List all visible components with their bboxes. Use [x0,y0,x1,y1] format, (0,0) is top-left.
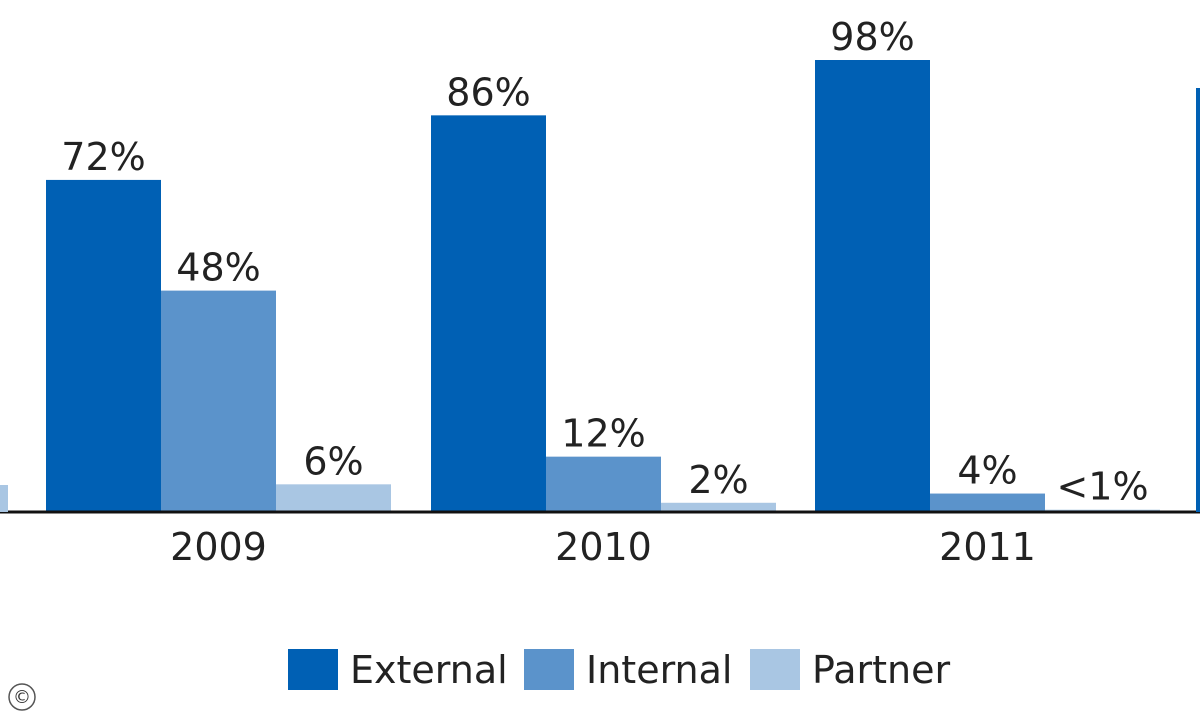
data-label-partner-2010: 2% [688,458,748,502]
legend-swatch-partner [750,649,800,690]
cropped-edge-bar-right [1196,88,1200,512]
bar-partner-2009 [276,484,391,512]
bar-partner-2010 [661,502,776,512]
x-tick-labels-group: 2009 2010 2011 [170,525,1036,569]
bar-external-2010 [431,115,546,513]
legend-swatch-internal [524,649,574,690]
data-label-external-2009: 72% [61,135,145,179]
data-label-external-2011: 98% [830,15,914,59]
copyright-symbol: © [13,687,31,708]
data-label-internal-2009: 48% [176,246,260,290]
x-tick-label-2011: 2011 [939,525,1036,569]
data-label-partner-2009: 6% [303,439,363,483]
data-labels-group: 72% 48% 6% 86% 12% 2% 98% 4% <1% [61,15,1148,509]
bar-external-2009 [46,179,161,512]
copyright-mark: © [8,683,36,711]
legend-label-partner: Partner [812,648,950,692]
cropped-edge-bar-left [0,485,8,512]
data-label-external-2010: 86% [446,70,530,114]
bar-internal-2009 [161,290,276,512]
data-label-internal-2010: 12% [561,412,645,456]
x-tick-label-2009: 2009 [170,525,267,569]
legend: External Internal Partner [288,648,950,692]
bar-external-2011 [815,60,930,512]
legend-label-external: External [350,648,508,692]
x-tick-label-2010: 2010 [555,525,652,569]
data-label-internal-2011: 4% [957,449,1017,493]
data-label-partner-2011: <1% [1056,465,1148,509]
bars-group [46,60,1160,513]
legend-swatch-external [288,649,338,690]
bar-internal-2011 [930,493,1045,512]
bar-internal-2010 [546,456,661,512]
legend-label-internal: Internal [586,648,732,692]
